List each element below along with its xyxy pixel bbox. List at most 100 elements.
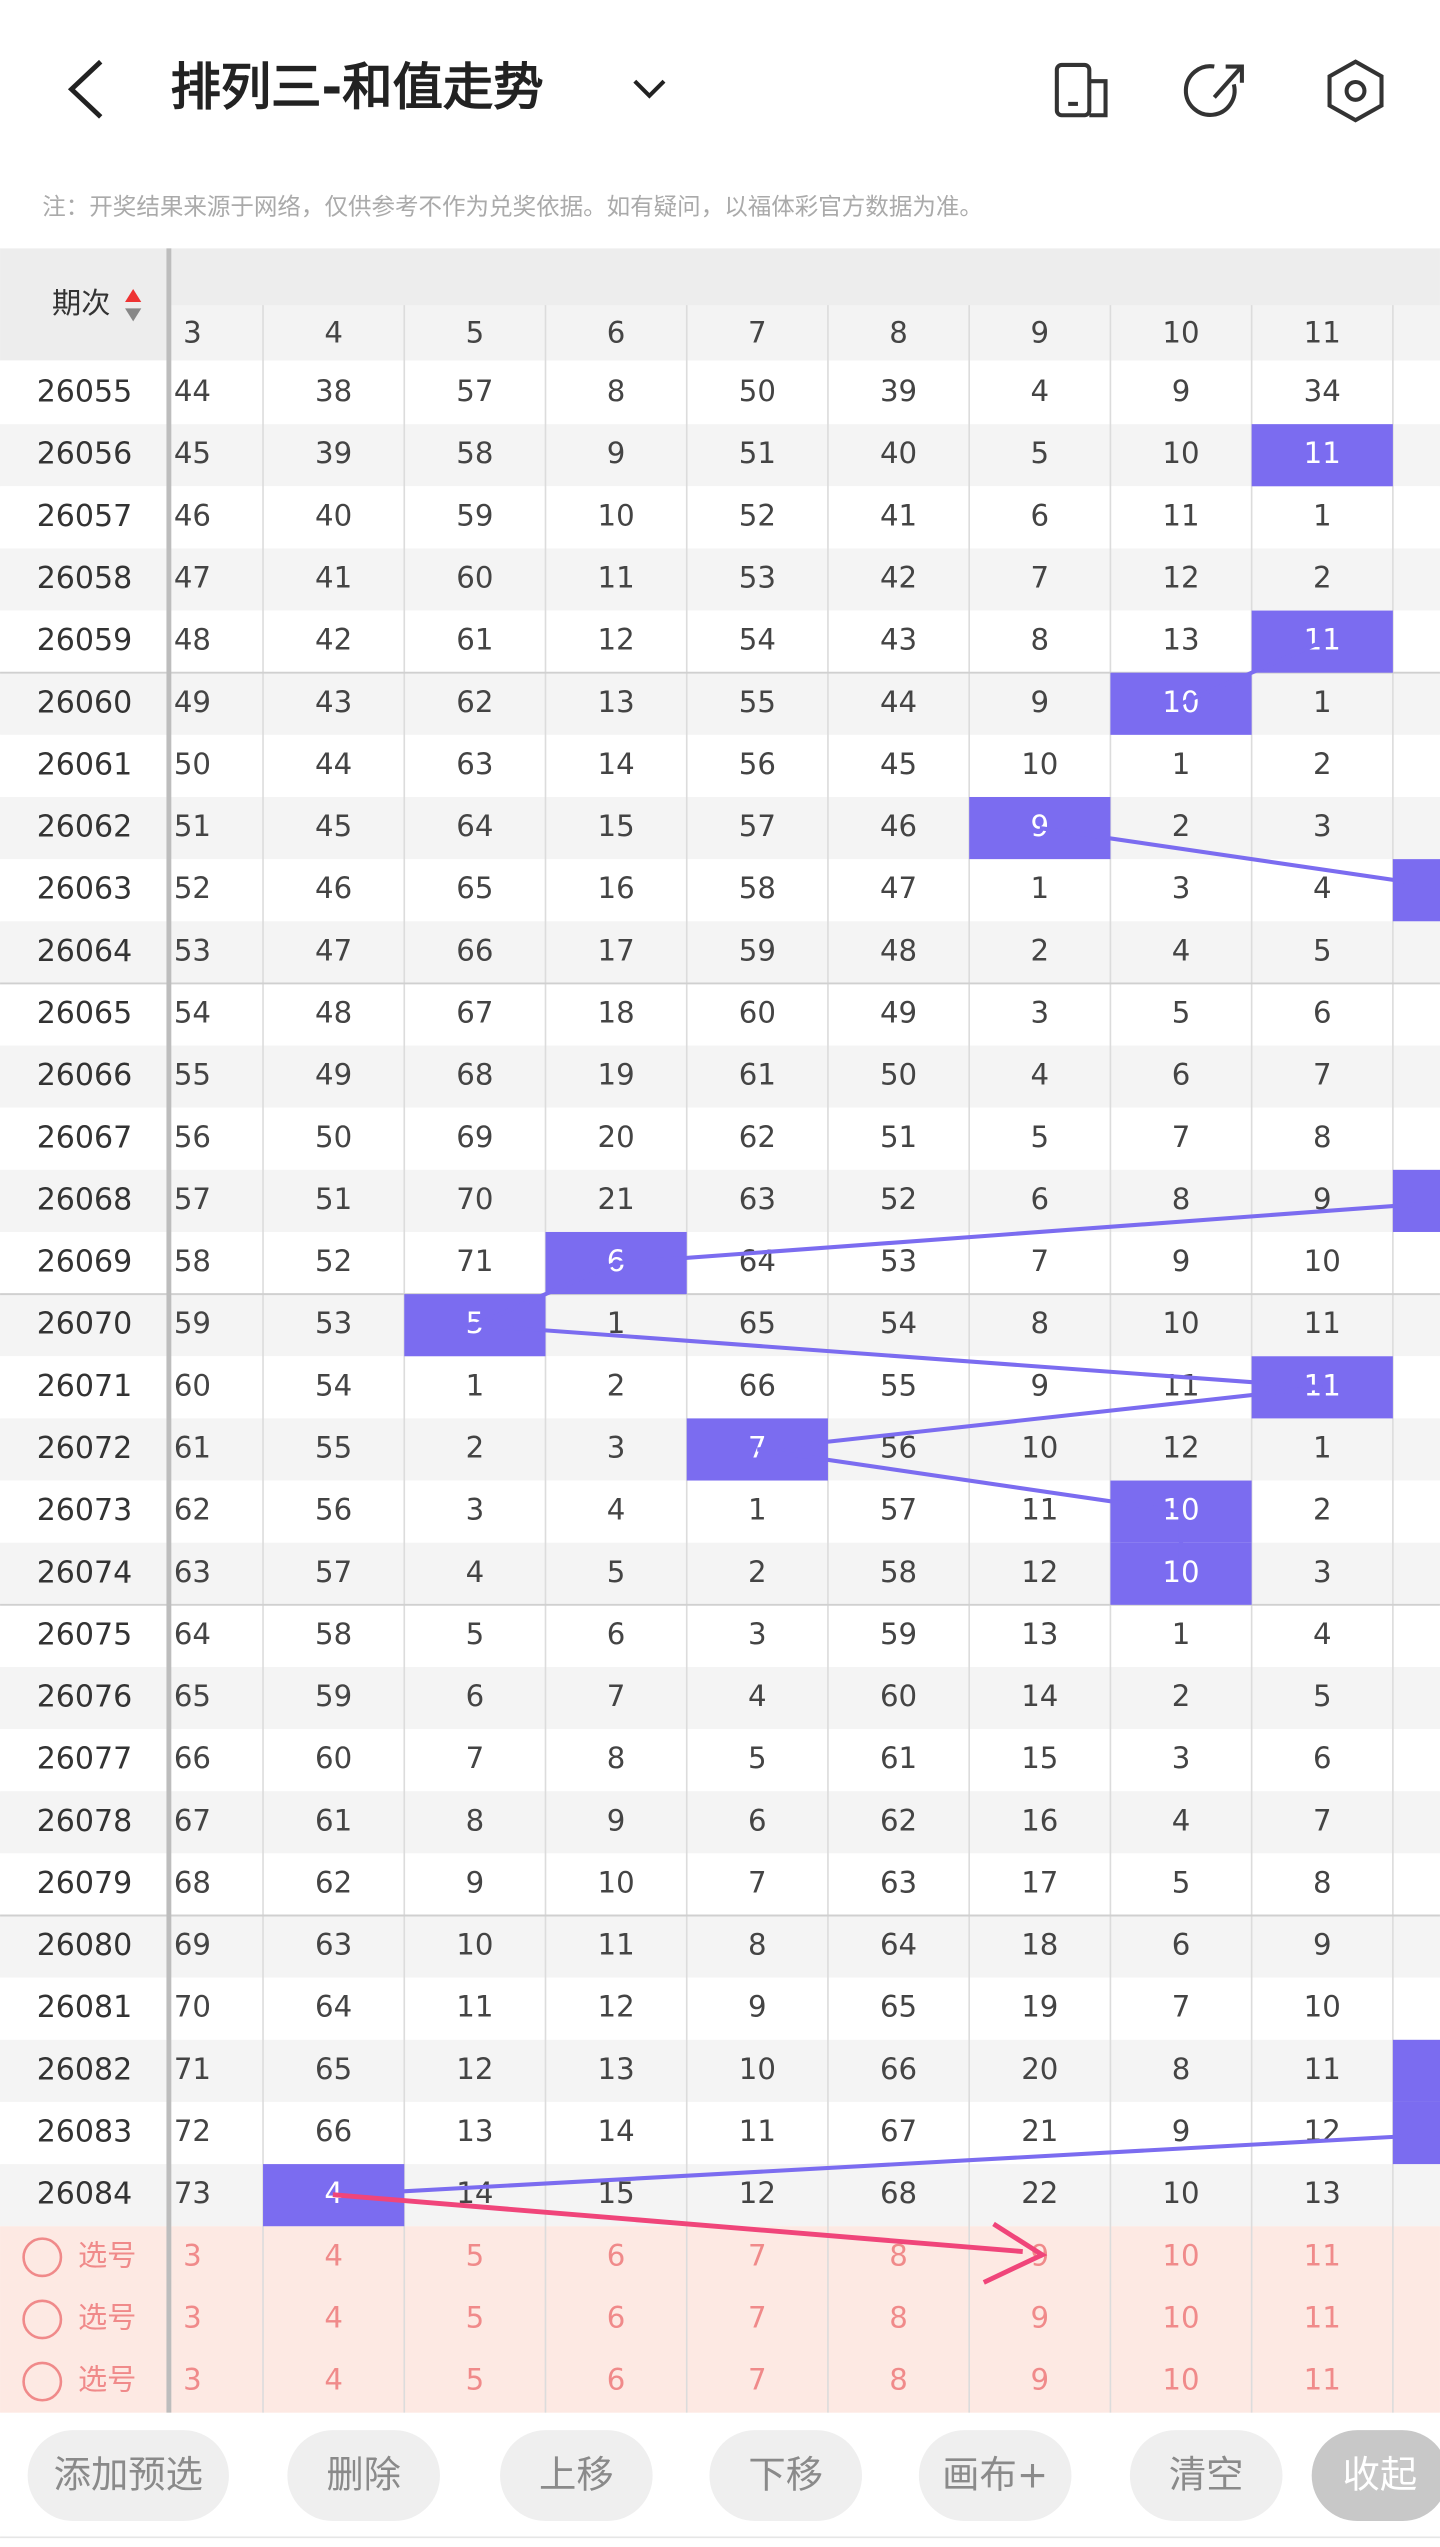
omission-value: 5: [1313, 1679, 1332, 1713]
select-number[interactable]: 6: [607, 2300, 626, 2334]
omission-value: 20: [1021, 2052, 1058, 2086]
row-bg: [0, 1107, 1440, 1170]
select-number[interactable]: 9: [1030, 2363, 1049, 2397]
period-cell: 26067: [37, 1120, 132, 1155]
period-cell: 26059: [37, 623, 132, 658]
omission-value: 5: [748, 1741, 767, 1775]
omission-value: 7: [607, 1679, 626, 1713]
toolbar-button-label[interactable]: 下移: [748, 2453, 823, 2497]
select-radio[interactable]: [22, 2237, 63, 2278]
select-number[interactable]: 5: [466, 2238, 485, 2272]
column-header: 6: [607, 315, 626, 349]
omission-value: 1: [1313, 498, 1332, 532]
dropdown-icon[interactable]: [633, 79, 666, 99]
trend-line: [615, 1200, 1440, 1266]
omission-value: 49: [174, 685, 211, 719]
omission-value: 64: [880, 1928, 917, 1962]
select-number[interactable]: 8: [889, 2238, 908, 2272]
omission-value: 54: [880, 1306, 917, 1340]
select-number[interactable]: 6: [607, 2238, 626, 2272]
toolbar-button[interactable]: [1129, 2430, 1283, 2522]
toolbar-button-label[interactable]: 上移: [539, 2453, 614, 2497]
select-number[interactable]: 4: [324, 2363, 343, 2397]
icon-layout[interactable]: [1054, 62, 1108, 118]
select-number[interactable]: 9: [1030, 2300, 1049, 2334]
omission-value: 52: [739, 498, 776, 532]
sort-down: [125, 308, 142, 322]
omission-value: 14: [1021, 1679, 1058, 1713]
omission-value: 69: [174, 1928, 211, 1962]
icon-share[interactable]: [1183, 64, 1244, 117]
omission-value: 8: [1172, 2052, 1191, 2086]
toolbar-button[interactable]: [1311, 2430, 1440, 2522]
omission-value: 9: [607, 1803, 626, 1837]
select-label[interactable]: 选号: [78, 2300, 136, 2334]
select-number[interactable]: 5: [466, 2363, 485, 2397]
select-number[interactable]: 4: [324, 2300, 343, 2334]
column-header: 9: [1030, 315, 1049, 349]
select-number[interactable]: 8: [889, 2300, 908, 2334]
omission-value: 53: [739, 560, 776, 594]
toolbar-button[interactable]: [287, 2430, 440, 2522]
omission-value: 65: [315, 2052, 352, 2086]
period-cell: 26068: [37, 1182, 132, 1217]
page-title[interactable]: 排列三-和值走势: [171, 57, 544, 116]
select-number[interactable]: 10: [1162, 2363, 1199, 2397]
select-number[interactable]: 5: [466, 2300, 485, 2334]
toolbar-button[interactable]: [500, 2430, 653, 2522]
toolbar-button-label[interactable]: 画布+: [942, 2453, 1048, 2497]
select-radio[interactable]: [22, 2299, 63, 2340]
select-number[interactable]: 7: [748, 2300, 767, 2334]
select-radio[interactable]: [22, 2361, 63, 2402]
back-button[interactable]: [67, 59, 103, 119]
select-number[interactable]: 10: [1162, 2300, 1199, 2334]
select-label[interactable]: 选号: [78, 2238, 136, 2272]
omission-value: 73: [174, 2176, 211, 2210]
omission-value: 59: [739, 933, 776, 967]
period-cell: 26083: [37, 2115, 132, 2150]
toolbar-button-label[interactable]: 添加预选: [54, 2453, 203, 2497]
select-number[interactable]: 11: [1304, 2363, 1341, 2397]
omission-value: 52: [174, 871, 211, 905]
period-header[interactable]: 期次: [52, 286, 110, 320]
omission-value: 56: [739, 747, 776, 781]
omission-value: 43: [315, 685, 352, 719]
omission-value: 55: [315, 1430, 352, 1464]
omission-value: 48: [880, 933, 917, 967]
omission-value: 9: [1030, 685, 1049, 719]
omission-value: 50: [880, 1058, 917, 1092]
toolbar-button[interactable]: [709, 2430, 863, 2522]
select-number[interactable]: 3: [183, 2363, 202, 2397]
omission-value: 51: [739, 436, 776, 470]
select-number[interactable]: 7: [748, 2363, 767, 2397]
toolbar-button-label[interactable]: 清空: [1169, 2453, 1244, 2497]
period-cell: 26061: [37, 747, 132, 782]
toolbar-button[interactable]: [918, 2430, 1072, 2522]
column-header: 8: [889, 315, 908, 349]
omission-value: 13: [456, 2114, 493, 2148]
select-number[interactable]: 3: [183, 2300, 202, 2334]
omission-value: 48: [174, 623, 211, 657]
select-number[interactable]: 10: [1162, 2238, 1199, 2272]
omission-value: 12: [1021, 1555, 1058, 1589]
select-number[interactable]: 8: [889, 2363, 908, 2397]
omission-value: 2: [1313, 1493, 1332, 1527]
icon-settings[interactable]: [1327, 59, 1384, 123]
toolbar-button-label[interactable]: 收起: [1343, 2453, 1418, 2497]
row-bg: [0, 1915, 1440, 1978]
select-number[interactable]: 4: [324, 2238, 343, 2272]
toolbar-button-label[interactable]: 删除: [326, 2453, 401, 2497]
select-number[interactable]: 11: [1304, 2300, 1341, 2334]
select-number[interactable]: 6: [607, 2363, 626, 2397]
omission-value: 12: [456, 2052, 493, 2086]
select-label[interactable]: 选号: [78, 2363, 136, 2397]
select-number[interactable]: 3: [183, 2238, 202, 2272]
omission-value: 8: [1313, 1865, 1332, 1899]
omission-value: 14: [598, 2114, 635, 2148]
omission-value: 44: [880, 685, 917, 719]
toolbar-button[interactable]: [27, 2430, 229, 2522]
select-number[interactable]: 7: [748, 2238, 767, 2272]
omission-value: 40: [315, 498, 352, 532]
omission-value: 9: [748, 1990, 767, 2024]
select-number[interactable]: 11: [1304, 2238, 1341, 2272]
